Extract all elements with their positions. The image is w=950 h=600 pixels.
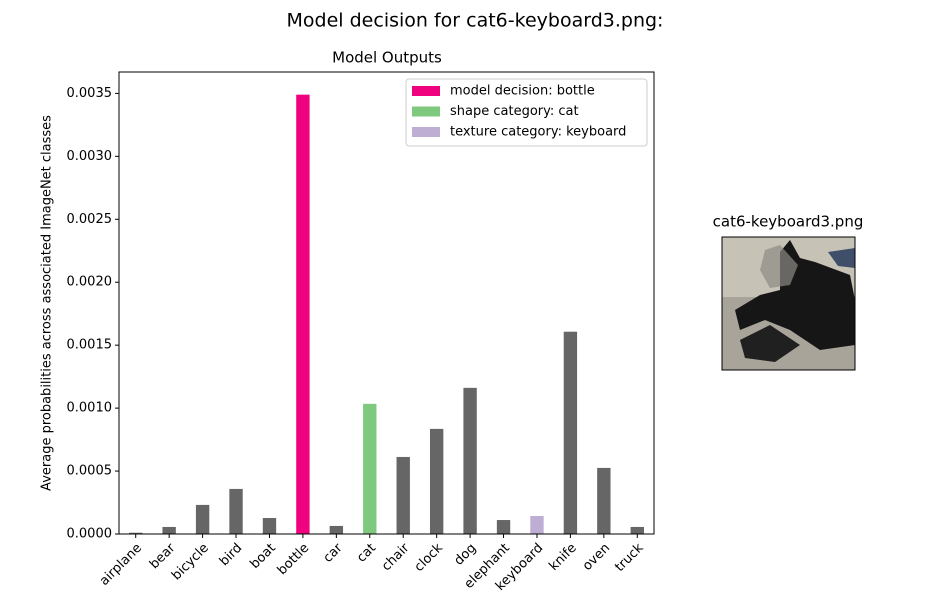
bar xyxy=(429,428,444,534)
legend-frame xyxy=(405,78,648,147)
y-tick-label: 0.0015 xyxy=(67,338,113,353)
bar xyxy=(262,518,277,534)
bar xyxy=(597,467,611,534)
bar xyxy=(630,526,644,534)
x-tick-label: bird xyxy=(217,541,245,569)
legend: model decision: bottle shape category: ca… xyxy=(405,78,648,147)
bar xyxy=(396,456,410,534)
x-tick-label: dog xyxy=(451,541,479,569)
bar xyxy=(162,526,176,534)
x-tick-label: bicycle xyxy=(169,541,212,584)
y-tick-label: 0.0030 xyxy=(67,149,113,164)
y-tick-label: 0.0020 xyxy=(67,275,113,290)
y-axis-label: Average probabilities across associated … xyxy=(40,115,55,491)
figure-title: Model decision for cat6-keyboard3.png: xyxy=(287,10,664,32)
y-tick-label: 0.0035 xyxy=(67,86,113,101)
y-tick-label: 0.0010 xyxy=(67,401,113,416)
legend-swatch xyxy=(412,86,440,96)
bar xyxy=(463,387,477,534)
x-tick-label: cat xyxy=(354,541,379,566)
legend-label: texture category: keyboard xyxy=(450,125,626,140)
x-tick-label: airplane xyxy=(97,541,145,589)
x-tick-label: car xyxy=(321,540,347,566)
image xyxy=(721,236,856,371)
plot-frame xyxy=(118,71,655,535)
image-title: cat6-keyboard3.png xyxy=(713,213,864,231)
bar xyxy=(229,488,243,534)
bar xyxy=(563,331,578,534)
legend-label: model decision: bottle xyxy=(450,84,595,99)
x-tick-label: oven xyxy=(580,541,613,574)
legend-swatch xyxy=(412,106,440,117)
y-tick-label: 0.0000 xyxy=(67,527,113,542)
y-tick-label: 0.0005 xyxy=(67,464,113,479)
bar xyxy=(195,504,210,534)
x-tick-label: knife xyxy=(546,541,579,574)
bar xyxy=(363,403,377,534)
x-tick-label: clock xyxy=(412,540,447,575)
bar xyxy=(530,515,544,534)
legend-label: shape category: cat xyxy=(450,104,579,119)
legend-swatch xyxy=(412,127,440,137)
x-tick-label: truck xyxy=(612,540,647,575)
chart-title: Model Outputs xyxy=(332,49,442,67)
x-tick-label: chair xyxy=(379,540,413,574)
x-tick-label: bottle xyxy=(275,541,312,578)
bar xyxy=(129,532,143,534)
bar xyxy=(496,520,511,534)
bar xyxy=(296,94,310,535)
bar xyxy=(329,525,344,534)
y-tick-label: 0.0025 xyxy=(67,212,113,227)
